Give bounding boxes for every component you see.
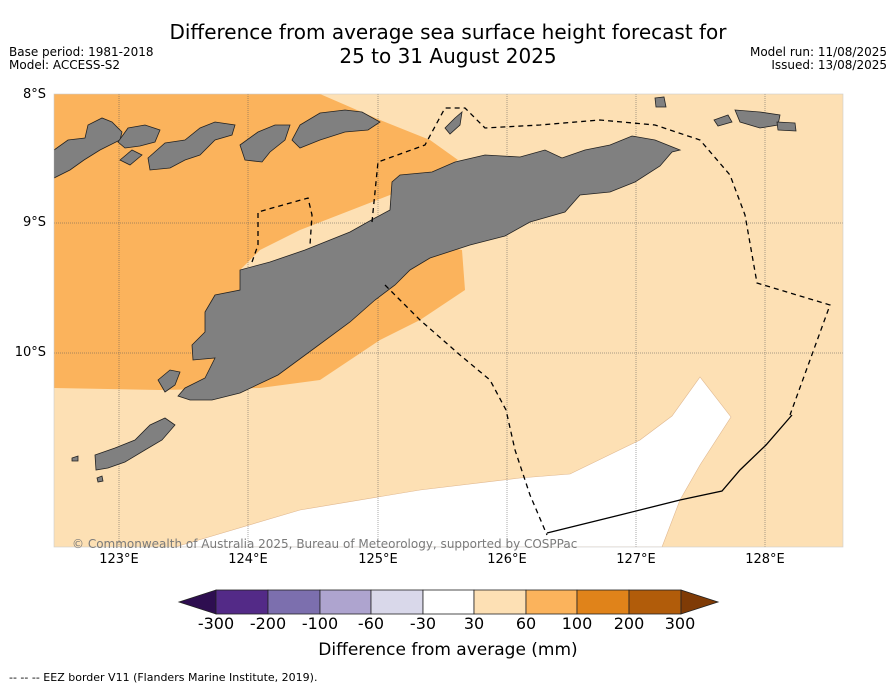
colorbar-tick: -60 xyxy=(357,614,385,633)
colorbar-tick: 60 xyxy=(515,614,537,633)
colorbar-tick: -300 xyxy=(197,614,235,633)
title-line-1: Difference from average sea surface heig… xyxy=(169,20,727,44)
colorbar-extend-left xyxy=(177,589,217,615)
base-period: Base period: 1981-2018 xyxy=(9,45,154,59)
colorbar-extend-right xyxy=(680,589,720,615)
colorbar-seg-3 xyxy=(319,589,372,615)
lat-label-9s: 9°S xyxy=(22,215,46,230)
colorbar xyxy=(177,589,720,615)
rote-island xyxy=(94,417,176,471)
lembata-island xyxy=(119,149,143,166)
eez-footnote: -- -- -- EEZ border V11 (Flanders Marine… xyxy=(9,671,318,684)
model-run: Model run: 11/08/2025 xyxy=(749,45,887,59)
colorbar-tick: 200 xyxy=(613,614,645,633)
small-island-a xyxy=(654,96,667,108)
land xyxy=(54,96,797,483)
colorbar-seg-9 xyxy=(628,589,682,615)
pantar-island xyxy=(147,121,236,171)
solor-island xyxy=(117,124,161,149)
colorbar-tick: -200 xyxy=(249,614,287,633)
meta-left: Base period: 1981-2018 Model: ACCESS-S2 xyxy=(9,46,154,72)
alor-east-island xyxy=(239,124,291,163)
colorbar-seg-4 xyxy=(370,589,424,615)
colorbar-seg-5 xyxy=(422,589,475,615)
eez-border-solid xyxy=(546,414,793,534)
colorbar-seg-1 xyxy=(215,589,269,615)
meta-right: Model run: 11/08/2025 Issued: 13/08/2025 xyxy=(750,46,887,72)
timor-island xyxy=(177,135,682,401)
colorbar-tick: 300 xyxy=(664,614,696,633)
colorbar-seg-8 xyxy=(576,589,630,615)
lat-label-8s: 8°S xyxy=(22,87,46,102)
small-island-d xyxy=(713,114,733,127)
lon-label-128e: 128°E xyxy=(745,552,785,567)
lon-label-123e: 123°E xyxy=(99,552,139,567)
title-line-2: 25 to 31 August 2025 xyxy=(339,44,557,68)
map-title: Difference from average sea surface heig… xyxy=(0,20,896,68)
colorbar-tick: 30 xyxy=(463,614,485,633)
colorbar-label: Difference from average (mm) xyxy=(318,640,578,660)
colorbar-tick-labels: -300 -200 -100 -60 -30 30 60 100 200 300 xyxy=(0,614,896,634)
ndao-island xyxy=(71,455,79,462)
lon-label-126e: 126°E xyxy=(487,552,527,567)
colorbar-tick: -30 xyxy=(409,614,437,633)
lon-label-125e: 125°E xyxy=(358,552,398,567)
alor-island xyxy=(54,117,123,179)
map-frame xyxy=(53,93,844,548)
colorbar-seg-6 xyxy=(473,589,527,615)
lat-label-10s: 10°S xyxy=(14,345,46,360)
eez-border xyxy=(251,107,831,536)
atauro-island xyxy=(444,110,463,135)
copyright-notice: © Commonwealth of Australia 2025, Bureau… xyxy=(72,537,578,551)
lon-label-127e: 127°E xyxy=(616,552,656,567)
colorbar-seg-2 xyxy=(267,589,321,615)
savu-dot xyxy=(96,475,104,483)
colorbar-tick: -100 xyxy=(301,614,339,633)
colorbar-seg-7 xyxy=(525,589,578,615)
wetar-island xyxy=(291,109,381,149)
semau-island xyxy=(157,369,181,393)
issued-date: Issued: 13/08/2025 xyxy=(771,58,887,72)
colorbar-tick: 100 xyxy=(561,614,593,633)
lon-label-124e: 124°E xyxy=(228,552,268,567)
small-island-c xyxy=(776,121,797,132)
model-name: Model: ACCESS-S2 xyxy=(9,58,121,72)
